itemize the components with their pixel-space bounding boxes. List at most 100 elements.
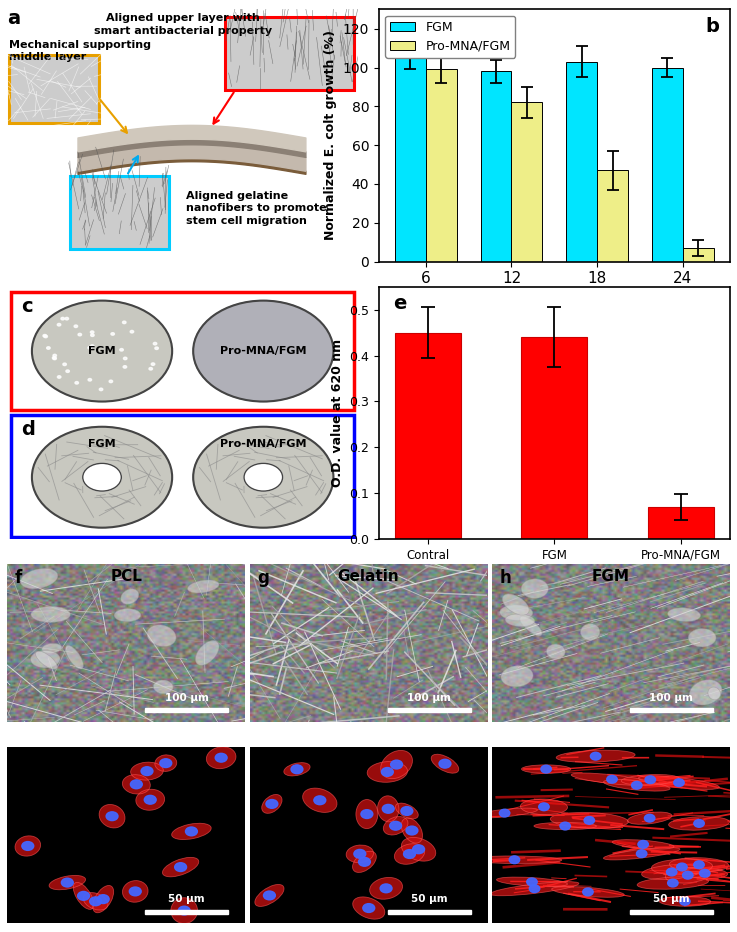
Text: Aligned upper layer with
smart antibacterial property: Aligned upper layer with smart antibacte…: [94, 13, 272, 35]
Circle shape: [149, 367, 153, 370]
Circle shape: [500, 809, 510, 817]
Ellipse shape: [668, 608, 700, 622]
Text: 100 μm: 100 μm: [165, 692, 209, 703]
Circle shape: [32, 301, 172, 402]
Ellipse shape: [682, 868, 727, 879]
Y-axis label: O.D. value at 620 nm: O.D. value at 620 nm: [331, 339, 343, 487]
Circle shape: [583, 888, 593, 896]
Bar: [71, 176, 169, 249]
Circle shape: [215, 753, 227, 762]
Text: e: e: [393, 295, 406, 313]
Ellipse shape: [652, 859, 713, 875]
Circle shape: [57, 376, 61, 378]
Circle shape: [682, 871, 693, 879]
Ellipse shape: [122, 881, 148, 902]
Text: Gelatin: Gelatin: [338, 569, 399, 583]
Circle shape: [52, 357, 56, 359]
Ellipse shape: [627, 812, 672, 824]
Circle shape: [91, 331, 94, 334]
Text: 100 μm: 100 μm: [649, 692, 694, 703]
Circle shape: [439, 760, 451, 768]
Text: 50 μm: 50 μm: [653, 894, 690, 904]
Circle shape: [264, 891, 276, 899]
Circle shape: [699, 870, 710, 877]
Circle shape: [63, 363, 66, 365]
Ellipse shape: [346, 845, 374, 863]
Bar: [597, 171, 628, 262]
Ellipse shape: [669, 857, 729, 871]
Circle shape: [244, 463, 282, 491]
Circle shape: [120, 349, 123, 351]
Bar: [522, 337, 587, 539]
Circle shape: [632, 781, 642, 789]
Ellipse shape: [35, 651, 57, 669]
Ellipse shape: [21, 569, 57, 589]
Circle shape: [88, 347, 91, 349]
Bar: [481, 72, 511, 262]
Circle shape: [390, 821, 402, 830]
Ellipse shape: [708, 687, 721, 700]
Ellipse shape: [621, 774, 680, 785]
Circle shape: [560, 822, 570, 829]
Text: Pro-MNA/FGM: Pro-MNA/FGM: [220, 439, 307, 449]
Bar: [145, 910, 228, 914]
Ellipse shape: [638, 877, 708, 889]
Ellipse shape: [552, 886, 624, 898]
Text: a: a: [7, 9, 21, 28]
Circle shape: [404, 850, 416, 858]
Circle shape: [61, 318, 64, 320]
Circle shape: [75, 381, 78, 384]
Ellipse shape: [136, 789, 164, 810]
Circle shape: [382, 768, 394, 776]
Ellipse shape: [377, 796, 399, 822]
Ellipse shape: [534, 822, 596, 829]
Circle shape: [53, 357, 57, 360]
Circle shape: [314, 796, 326, 804]
Text: Mechanical supporting
middle layer: Mechanical supporting middle layer: [9, 39, 151, 62]
Circle shape: [61, 878, 73, 887]
Bar: [225, 17, 354, 90]
Ellipse shape: [172, 823, 212, 840]
Text: f: f: [15, 569, 22, 587]
Text: 50 μm: 50 μm: [411, 894, 447, 904]
Circle shape: [361, 810, 373, 818]
Ellipse shape: [381, 750, 413, 778]
Circle shape: [391, 761, 402, 769]
Bar: [11, 292, 354, 410]
Legend: FGM, Pro-MNA/FGM: FGM, Pro-MNA/FGM: [385, 16, 515, 58]
Circle shape: [406, 826, 418, 835]
Bar: [395, 56, 426, 262]
Text: PCL: PCL: [111, 569, 142, 583]
Ellipse shape: [402, 838, 436, 861]
Ellipse shape: [303, 788, 337, 813]
Ellipse shape: [73, 883, 94, 910]
Circle shape: [666, 868, 677, 876]
Circle shape: [74, 325, 77, 327]
Text: d: d: [21, 420, 35, 440]
Text: FGM: FGM: [88, 346, 116, 356]
Ellipse shape: [581, 624, 600, 640]
Ellipse shape: [520, 799, 567, 815]
Circle shape: [160, 759, 172, 768]
Circle shape: [144, 795, 156, 804]
Ellipse shape: [255, 884, 284, 907]
Circle shape: [78, 334, 82, 336]
Circle shape: [638, 841, 649, 848]
Circle shape: [637, 850, 647, 857]
Ellipse shape: [195, 640, 219, 665]
Ellipse shape: [668, 816, 730, 830]
Bar: [630, 910, 713, 914]
X-axis label: Time (h): Time (h): [515, 292, 593, 309]
Text: h: h: [499, 569, 511, 587]
Circle shape: [674, 779, 684, 787]
Circle shape: [694, 819, 705, 828]
Ellipse shape: [122, 774, 150, 794]
Circle shape: [541, 765, 551, 773]
Circle shape: [677, 863, 687, 870]
Circle shape: [607, 775, 617, 783]
Bar: [511, 103, 542, 262]
Ellipse shape: [262, 794, 282, 814]
Circle shape: [109, 380, 113, 383]
Ellipse shape: [500, 605, 533, 620]
Ellipse shape: [383, 816, 408, 835]
